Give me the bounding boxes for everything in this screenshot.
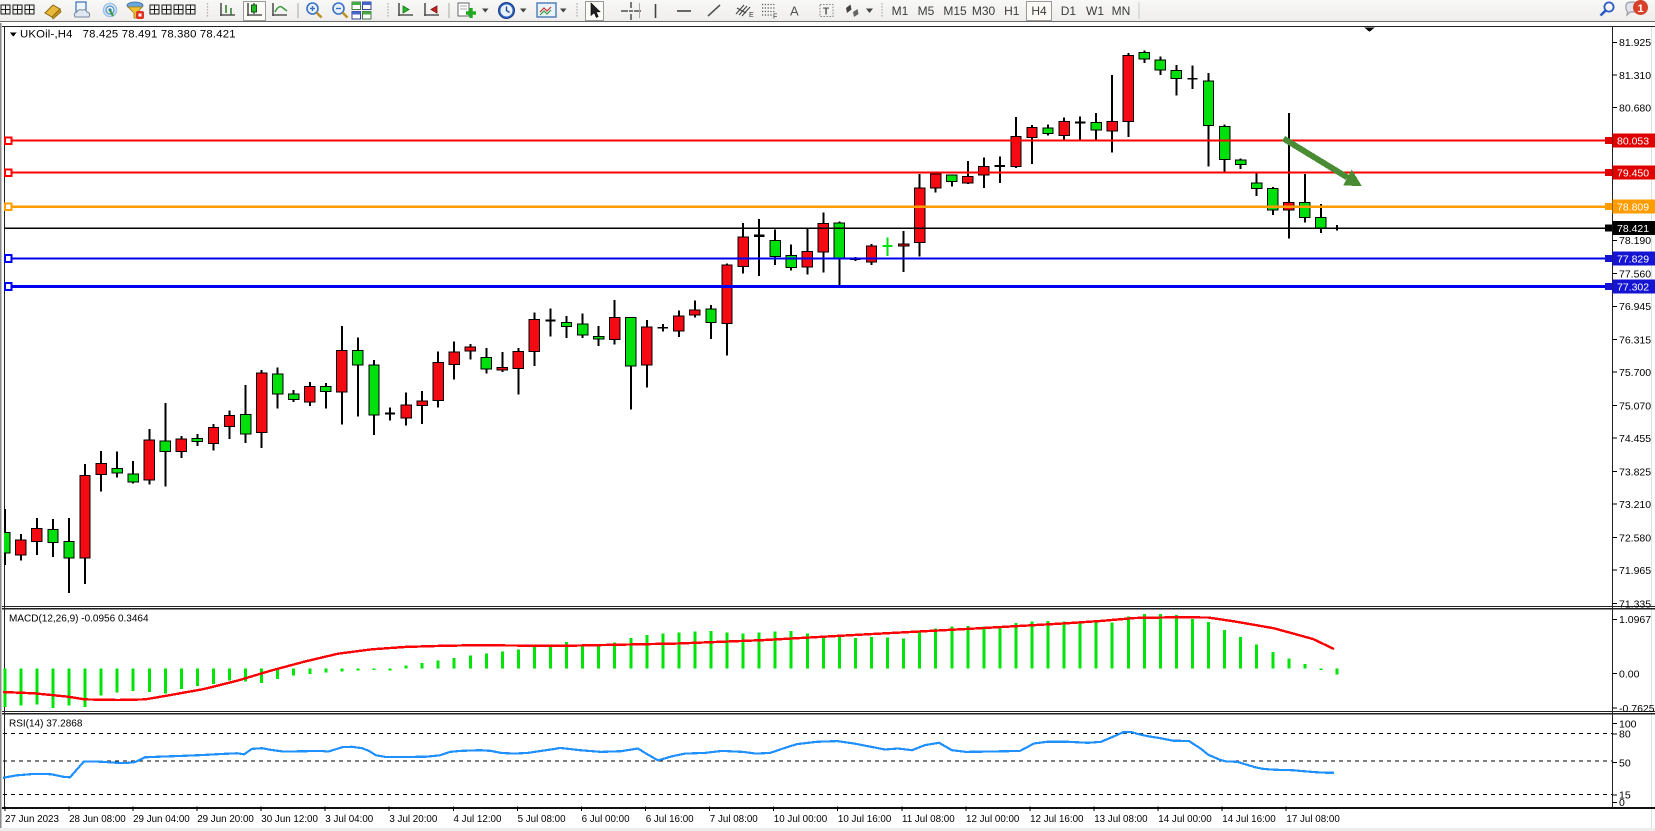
svg-text:77.829: 77.829 bbox=[1617, 253, 1649, 265]
svg-text:1.0967: 1.0967 bbox=[1619, 614, 1651, 626]
svg-text:0: 0 bbox=[1619, 797, 1625, 809]
svg-text:0.00: 0.00 bbox=[1619, 668, 1640, 680]
svg-text:UKOil-,H4 78.425 78.491 78.3: UKOil-,H4 78.425 78.491 78.380 78.421 bbox=[20, 29, 236, 41]
svg-text:H4: H4 bbox=[1031, 4, 1047, 18]
svg-text:H1: H1 bbox=[1004, 4, 1020, 18]
svg-text:F: F bbox=[773, 14, 777, 21]
svg-text:28 Jun 08:00: 28 Jun 08:00 bbox=[69, 814, 126, 825]
svg-text:75.700: 75.700 bbox=[1619, 367, 1651, 379]
svg-text:6 Jul 16:00: 6 Jul 16:00 bbox=[646, 814, 694, 825]
svg-text:78.421: 78.421 bbox=[1617, 223, 1649, 235]
svg-text:13 Jul 08:00: 13 Jul 08:00 bbox=[1094, 814, 1148, 825]
svg-text:A: A bbox=[790, 4, 799, 19]
svg-text:80.053: 80.053 bbox=[1617, 135, 1649, 147]
svg-text:74.455: 74.455 bbox=[1619, 433, 1651, 445]
svg-text:72.580: 72.580 bbox=[1619, 532, 1651, 544]
svg-text:5 Jul 08:00: 5 Jul 08:00 bbox=[518, 814, 566, 825]
svg-text:3 Jul 20:00: 3 Jul 20:00 bbox=[389, 814, 437, 825]
svg-text:76.315: 76.315 bbox=[1619, 334, 1651, 346]
svg-text:77.560: 77.560 bbox=[1619, 269, 1651, 281]
svg-text:D1: D1 bbox=[1061, 4, 1077, 18]
svg-text:M15: M15 bbox=[943, 4, 967, 18]
svg-text:7 Jul 08:00: 7 Jul 08:00 bbox=[710, 814, 758, 825]
svg-text:14 Jul 00:00: 14 Jul 00:00 bbox=[1158, 814, 1212, 825]
svg-text:81.925: 81.925 bbox=[1619, 37, 1651, 49]
svg-text:M30: M30 bbox=[972, 4, 996, 18]
svg-text:W1: W1 bbox=[1086, 4, 1104, 18]
svg-text:73.825: 73.825 bbox=[1619, 466, 1651, 478]
svg-text:RSI(14) 37.2868: RSI(14) 37.2868 bbox=[9, 719, 83, 730]
svg-text:73.210: 73.210 bbox=[1619, 499, 1651, 511]
svg-text:12 Jul 16:00: 12 Jul 16:00 bbox=[1030, 814, 1084, 825]
svg-text:80.680: 80.680 bbox=[1619, 103, 1651, 115]
svg-text:75.070: 75.070 bbox=[1619, 400, 1651, 412]
svg-text:15: 15 bbox=[1619, 790, 1631, 802]
svg-text:12 Jul 00:00: 12 Jul 00:00 bbox=[966, 814, 1020, 825]
svg-text:30 Jun 12:00: 30 Jun 12:00 bbox=[261, 814, 318, 825]
svg-text:81.310: 81.310 bbox=[1619, 70, 1651, 82]
svg-text:MN: MN bbox=[1112, 4, 1131, 18]
svg-text:1: 1 bbox=[1637, 3, 1643, 15]
svg-text:78.190: 78.190 bbox=[1619, 235, 1651, 247]
svg-text:-0.7625: -0.7625 bbox=[1619, 703, 1655, 715]
svg-text:11 Jul 08:00: 11 Jul 08:00 bbox=[902, 814, 955, 825]
svg-text:4 Jul 12:00: 4 Jul 12:00 bbox=[454, 814, 502, 825]
svg-text:77.302: 77.302 bbox=[1617, 281, 1649, 293]
svg-text:50: 50 bbox=[1619, 757, 1631, 769]
svg-text:M1: M1 bbox=[892, 4, 909, 18]
svg-text:78.809: 78.809 bbox=[1617, 201, 1649, 213]
svg-text:3 Jul 04:00: 3 Jul 04:00 bbox=[325, 814, 373, 825]
svg-text:29 Jun 04:00: 29 Jun 04:00 bbox=[133, 814, 190, 825]
svg-text:79.450: 79.450 bbox=[1617, 167, 1649, 179]
svg-text:76.945: 76.945 bbox=[1619, 301, 1651, 313]
svg-text:10 Jul 16:00: 10 Jul 16:00 bbox=[838, 814, 892, 825]
svg-text:27 Jun 2023: 27 Jun 2023 bbox=[5, 814, 59, 825]
svg-text:71.965: 71.965 bbox=[1619, 565, 1651, 577]
svg-text:M5: M5 bbox=[918, 4, 935, 18]
svg-text:14 Jul 16:00: 14 Jul 16:00 bbox=[1222, 814, 1276, 825]
svg-text:71.335: 71.335 bbox=[1619, 598, 1651, 610]
svg-text:E: E bbox=[749, 12, 754, 19]
svg-text:MACD(12,26,9) -0.0956 0.3464: MACD(12,26,9) -0.0956 0.3464 bbox=[9, 614, 149, 625]
svg-text:29 Jun 20:00: 29 Jun 20:00 bbox=[197, 814, 254, 825]
svg-text:100: 100 bbox=[1619, 718, 1637, 730]
svg-text:17 Jul 08:00: 17 Jul 08:00 bbox=[1286, 814, 1340, 825]
svg-text:6 Jul 00:00: 6 Jul 00:00 bbox=[582, 814, 630, 825]
svg-text:10 Jul 00:00: 10 Jul 00:00 bbox=[774, 814, 828, 825]
svg-text:T: T bbox=[823, 7, 829, 18]
svg-text:80: 80 bbox=[1619, 729, 1631, 741]
